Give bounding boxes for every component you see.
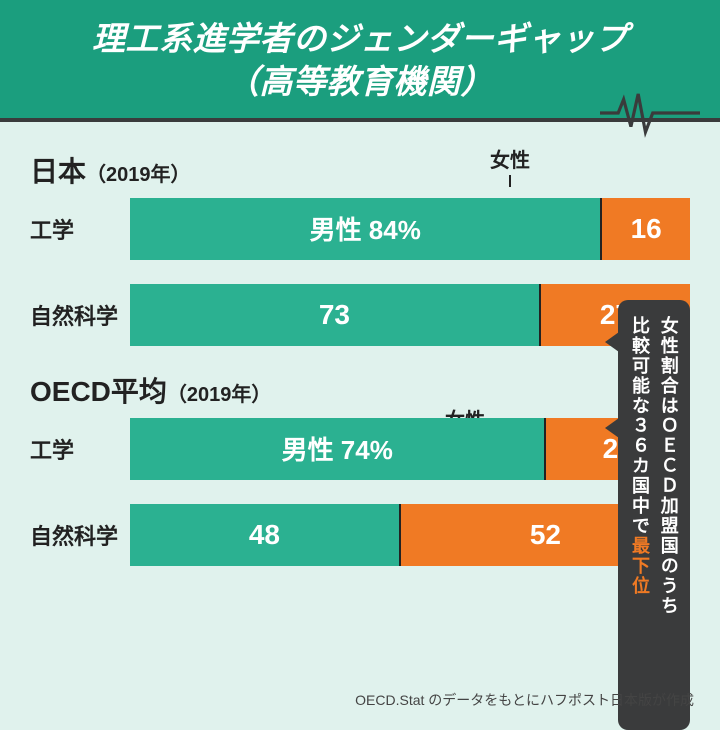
title-line-2: （高等教育機関） [20,61,700,104]
title-line-1: 理工系進学者のジェンダーギャップ [92,20,628,57]
callout-pointer-icon [605,332,619,352]
callout-line-2a: 比較可能な３６カ国中で [630,316,650,536]
row-label: 自然科学 [30,519,130,551]
section-name: 日本 [30,156,86,187]
section-japan: 日本（2019年） 女性 工学 男性 84% 16 自然科学 73 27 [30,150,690,346]
source-attribution: OECD.Stat のデータをもとにハフポスト日本版が作成 [355,690,694,710]
female-value: 16 [631,213,662,245]
row-label: 自然科学 [30,299,130,331]
bar-segment-male: 73 [130,284,539,346]
row-label: 工学 [30,213,130,245]
female-value: 52 [530,519,561,551]
male-value: 男性 84% [310,210,421,247]
bar-segment-male: 男性 84% [130,198,600,260]
male-value: 男性 74% [282,430,393,467]
callout-emphasis: 最下位 [630,536,650,596]
section-title-japan: 日本（2019年） [30,150,690,190]
header-banner: 理工系進学者のジェンダーギャップ （高等教育機関） [0,0,720,122]
section-name: OECD平均 [30,376,167,407]
section-year: （2019年） [167,384,272,406]
chart-content: 日本（2019年） 女性 工学 男性 84% 16 自然科学 73 27 OEC… [0,122,720,600]
female-column-header-1: 女性 [490,144,530,187]
bar-segment-male: 48 [130,504,399,566]
female-label-text: 女性 [490,150,530,172]
tick-mark [509,175,511,187]
callout-box: 女性割合はＯＥＣＤ加盟国のうち 比較可能な３６カ国中で最下位 [618,300,690,730]
bar-row-oecd-science: 自然科学 48 52 [30,504,690,566]
bar-row-japan-science: 自然科学 73 27 [30,284,690,346]
male-value: 48 [249,519,280,551]
bar-row-japan-engineering: 工学 男性 84% 16 [30,198,690,260]
bar-segment-female: 16 [600,198,690,260]
callout-pointer-icon [605,418,619,438]
section-title-oecd: OECD平均（2019年） [30,370,690,410]
bar-segment-male: 男性 74% [130,418,544,480]
bar-row-oecd-engineering: 工学 男性 74% 26 [30,418,690,480]
section-oecd: OECD平均（2019年） 女性 工学 男性 74% 26 自然科学 48 52 [30,370,690,566]
male-value: 73 [319,299,350,331]
callout-text: 女性割合はＯＥＣＤ加盟国のうち 比較可能な３６カ国中で最下位 [625,316,683,616]
page-title: 理工系進学者のジェンダーギャップ （高等教育機関） [20,18,700,104]
stacked-bar: 48 52 [130,504,690,566]
callout-line-1: 女性割合はＯＥＣＤ加盟国のうち [659,316,679,616]
section-year: （2019年） [86,164,191,186]
row-label: 工学 [30,433,130,465]
stacked-bar: 男性 84% 16 [130,198,690,260]
